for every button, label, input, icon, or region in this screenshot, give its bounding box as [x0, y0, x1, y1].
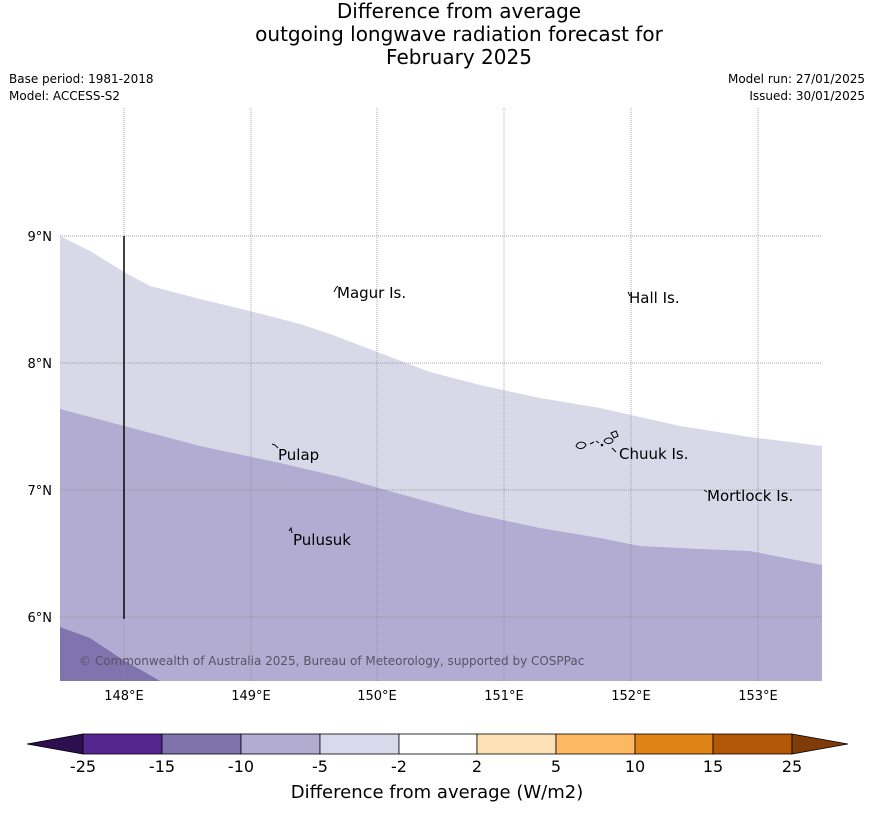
- copyright-notice: © Commonwealth of Australia 2025, Bureau…: [79, 654, 584, 668]
- model-name: Model: ACCESS-S2: [9, 89, 121, 103]
- label-pulap: Pulap: [278, 446, 319, 464]
- lat-tick-labels: 9°N 8°N 7°N 6°N: [28, 230, 53, 626]
- colorbar-swatch-7: [555, 733, 636, 755]
- colorbar: [26, 733, 849, 755]
- colorbar-swatch-9: [712, 733, 793, 755]
- title-line-1: Difference from average: [336, 0, 582, 23]
- label-hall: Hall Is.: [629, 289, 680, 307]
- colorbar-swatch-1: [82, 733, 163, 755]
- band-minus10-minus5: [60, 409, 822, 681]
- model-run: Model run: 27/01/2025: [727, 72, 865, 86]
- colorbar-tick-9: 15: [703, 757, 723, 776]
- place-labels: Magur Is. Hall Is. Pulap Chuuk Is. Mortl…: [278, 284, 793, 549]
- band-minus15-minus10: [60, 627, 160, 681]
- lat-tick-9n: 9°N: [28, 230, 53, 245]
- base-period: Base period: 1981-2018: [9, 72, 154, 86]
- colorbar-tick-6: 2: [472, 757, 482, 776]
- label-mortlock: Mortlock Is.: [707, 487, 793, 505]
- magur-island-icon: [333, 285, 339, 293]
- chuuk-island-icon: [575, 430, 619, 453]
- mortlock-island-icon: [703, 489, 708, 493]
- pulap-island-icon: [271, 443, 279, 449]
- lon-tick-152e: 152°E: [611, 689, 651, 704]
- meta-left: Base period: 1981-2018 Model: ACCESS-S2: [9, 71, 154, 105]
- pulusuk-island-icon: [288, 526, 293, 534]
- colorbar-tick-10: 25: [782, 757, 802, 776]
- lon-tick-150e: 150°E: [357, 689, 397, 704]
- label-magur: Magur Is.: [337, 284, 406, 302]
- colorbar-swatch-4: [319, 733, 400, 755]
- colorbar-tick-7: 5: [551, 757, 561, 776]
- colorbar-swatch-5: [398, 733, 478, 755]
- island-outlines: [271, 285, 708, 534]
- colorbar-swatch-2: [161, 733, 242, 755]
- colorbar-tick-3: -10: [228, 757, 254, 776]
- lat-tick-6n: 6°N: [28, 611, 53, 626]
- colorbar-label: Difference from average (W/m2): [291, 782, 583, 803]
- lon-tick-153e: 153°E: [738, 689, 778, 704]
- lon-tick-148e: 148°E: [104, 689, 144, 704]
- title-line-2: outgoing longwave radiation forecast for: [255, 22, 663, 46]
- colorbar-swatch-8: [634, 733, 714, 755]
- lat-tick-8n: 8°N: [28, 357, 53, 372]
- label-chuuk: Chuuk Is.: [619, 445, 688, 463]
- title-line-3: February 2025: [386, 45, 532, 69]
- colorbar-tick-2: -15: [149, 757, 175, 776]
- label-pulusuk: Pulusuk: [293, 531, 351, 549]
- colorbar-tick-4: -5: [312, 757, 328, 776]
- colorbar-tick-8: 10: [625, 757, 645, 776]
- chart-title: Difference from average outgoing longwav…: [0, 0, 873, 69]
- hall-island-icon: [627, 291, 631, 297]
- lat-tick-7n: 7°N: [28, 484, 53, 499]
- colorbar-swatch-6: [476, 733, 557, 755]
- colorbar-swatch-3: [240, 733, 321, 755]
- colorbar-extend-low: [26, 733, 84, 755]
- lon-tick-151e: 151°E: [484, 689, 524, 704]
- issued-date: Issued: 30/01/2025: [749, 89, 865, 103]
- lon-tick-labels: 148°E 149°E 150°E 151°E 152°E 153°E: [104, 689, 778, 704]
- meta-right: Model run: 27/01/2025 Issued: 30/01/2025: [728, 71, 865, 105]
- colorbar-tick-5: -2: [391, 757, 407, 776]
- map-area: Magur Is. Hall Is. Pulap Chuuk Is. Mortl…: [60, 108, 822, 681]
- colorbar-extend-high: [791, 733, 849, 755]
- lon-tick-149e: 149°E: [231, 689, 271, 704]
- colorbar-tick-1: -25: [70, 757, 96, 776]
- colorbar-ticks: -25 -15 -10 -5 -2 2 5 10 15 25: [70, 757, 802, 776]
